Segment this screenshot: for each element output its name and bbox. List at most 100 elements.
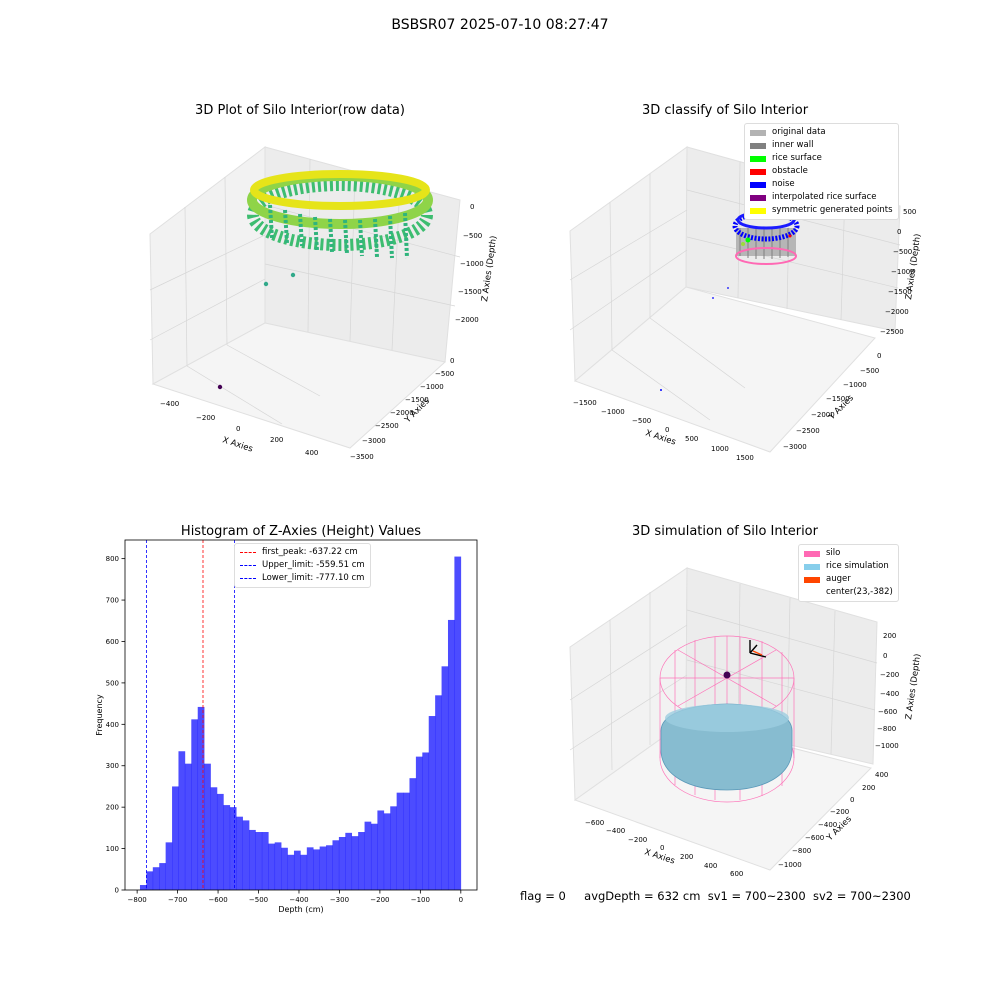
histogram-bar bbox=[242, 820, 250, 890]
histogram-bar bbox=[204, 763, 211, 890]
histogram-bar bbox=[319, 846, 327, 890]
histogram-bar bbox=[268, 843, 276, 890]
x-tick-label: 0 bbox=[459, 896, 463, 904]
histogram-axes-frame bbox=[124, 539, 478, 891]
y-tick-label: 600 bbox=[106, 638, 119, 646]
legend-line bbox=[240, 552, 256, 553]
histogram-bar bbox=[172, 786, 179, 890]
histogram-bar bbox=[287, 854, 295, 890]
histogram-bar bbox=[249, 829, 256, 890]
x-axis-label: Depth (cm) bbox=[278, 905, 323, 914]
sim-y-tick: 0 bbox=[850, 796, 854, 804]
legend-swatch bbox=[804, 550, 820, 557]
sim-x-tick: −600 bbox=[585, 819, 604, 827]
classify-x-tick: 1000 bbox=[711, 445, 729, 453]
sim-z-tick: 0 bbox=[883, 652, 887, 660]
histogram-bar bbox=[377, 810, 385, 890]
legend-swatch bbox=[750, 129, 766, 136]
y-tick-label: 800 bbox=[106, 555, 119, 563]
simulation-panel-title: 3D simulation of Silo Interior bbox=[632, 524, 818, 539]
classify-3d-plot: −1500 −1000 −500 0 500 1000 1500 0 −500 … bbox=[569, 146, 923, 462]
raw-y-tick: −500 bbox=[435, 370, 454, 378]
histogram-bar bbox=[454, 556, 462, 890]
y-tick-label: 100 bbox=[106, 845, 119, 853]
y-tick-label: 300 bbox=[106, 762, 119, 770]
x-tick-label: −800 bbox=[128, 896, 147, 904]
x-tick-label: −300 bbox=[330, 896, 349, 904]
histogram-bar bbox=[184, 763, 192, 890]
legend-item: original data bbox=[750, 126, 893, 139]
classify-x-tick: 1500 bbox=[736, 454, 754, 462]
sim-x-tick: 200 bbox=[680, 853, 693, 861]
legend-item: noise bbox=[750, 178, 893, 191]
legend-swatch bbox=[804, 590, 820, 596]
legend-item: silo bbox=[804, 547, 893, 560]
legend-swatch bbox=[804, 576, 820, 583]
legend-item: symmetric generated points bbox=[750, 204, 893, 217]
histogram-bar bbox=[178, 751, 186, 890]
histogram-bar bbox=[351, 836, 359, 890]
raw-panel-title: 3D Plot of Silo Interior(row data) bbox=[195, 103, 405, 118]
legend-line bbox=[240, 565, 256, 566]
classify-y-tick: −3000 bbox=[783, 443, 807, 451]
raw-x-tick: 200 bbox=[270, 436, 283, 444]
histogram-bar bbox=[326, 845, 333, 890]
x-tick-label: −400 bbox=[289, 896, 308, 904]
histogram-bar bbox=[358, 832, 365, 890]
legend-label: center(23,-382) bbox=[826, 587, 893, 597]
classify-z-tick: −2000 bbox=[885, 308, 909, 316]
legend-label: first_peak: -637.22 cm bbox=[262, 547, 358, 557]
sim-z-tick: −200 bbox=[880, 671, 899, 679]
histogram-bar bbox=[197, 706, 205, 890]
histogram-bar bbox=[422, 752, 430, 890]
sim-y-tick: −400 bbox=[818, 821, 837, 829]
classify-x-tick: −1000 bbox=[601, 408, 625, 416]
sim-z-tick: −600 bbox=[878, 708, 897, 716]
classify-panel-title: 3D classify of Silo Interior bbox=[641, 103, 809, 118]
histogram-bar bbox=[383, 813, 391, 890]
classify-z-tick: 0 bbox=[897, 228, 901, 236]
raw-y-tick: −3500 bbox=[350, 453, 374, 461]
legend-swatch bbox=[804, 563, 820, 570]
legend-label: obstacle bbox=[772, 166, 808, 176]
sim-z-tick: −400 bbox=[880, 690, 899, 698]
histogram-bar bbox=[409, 778, 417, 890]
histogram-bar bbox=[370, 823, 378, 890]
histogram-bar bbox=[152, 867, 160, 890]
sim-z-tick: −1000 bbox=[875, 742, 899, 750]
histogram-bar bbox=[210, 787, 218, 890]
raw-y-tick: −2500 bbox=[375, 422, 399, 430]
classify-x-tick: 500 bbox=[685, 435, 698, 443]
classify-x-tick: −500 bbox=[632, 417, 651, 425]
histogram-bar bbox=[396, 792, 404, 890]
histogram-chart: −800 −700 −600 −500 −400 −300 −200 −100 0 0 100 200… bbox=[95, 539, 478, 914]
legend-label: Upper_limit: -559.51 cm bbox=[262, 560, 365, 570]
legend-item: obstacle bbox=[750, 165, 893, 178]
histogram-bar bbox=[300, 854, 308, 890]
histogram-bar bbox=[159, 863, 166, 890]
raw-y-tick: −1000 bbox=[420, 383, 444, 391]
legend-line bbox=[240, 578, 256, 579]
raw-outlier-point bbox=[263, 281, 269, 287]
x-tick-label: −500 bbox=[249, 896, 268, 904]
sim-z-tick: −800 bbox=[877, 725, 896, 733]
classify-z-label: Z Axies (Depth) bbox=[904, 233, 923, 300]
raw-x-tick: 0 bbox=[236, 425, 240, 433]
raw-ring-points bbox=[247, 170, 433, 259]
histogram-bar bbox=[447, 619, 455, 890]
raw-y-tick: −2000 bbox=[390, 409, 414, 417]
histogram-bar bbox=[165, 842, 173, 890]
legend-label: original data bbox=[772, 127, 826, 137]
histogram-bar bbox=[146, 871, 154, 890]
sim-x-tick: −400 bbox=[606, 827, 625, 835]
legend-swatch bbox=[750, 142, 766, 149]
sim-z-tick: 200 bbox=[883, 632, 896, 640]
raw-x-tick: 400 bbox=[305, 449, 318, 457]
status-flag: flag = 0 bbox=[520, 889, 566, 903]
legend-item: center(23,-382) bbox=[804, 586, 893, 599]
classify-y-tick: 0 bbox=[877, 352, 881, 360]
sim-x-tick: 400 bbox=[704, 862, 717, 870]
classify-z-tick: −2500 bbox=[880, 328, 904, 336]
sim-x-tick: 600 bbox=[730, 870, 743, 878]
histogram-bar bbox=[229, 807, 237, 890]
